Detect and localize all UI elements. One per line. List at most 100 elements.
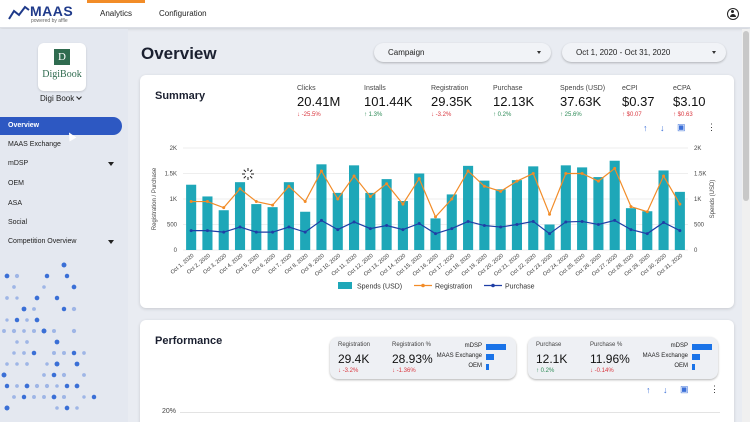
purchase-point xyxy=(222,230,226,234)
more-options-icon[interactable]: ⋮ xyxy=(710,384,719,394)
summary-card: Summary Clicks 20.41M ↓ -25.5% Installs … xyxy=(140,75,734,308)
campaign-dropdown[interactable]: Campaign xyxy=(374,43,551,62)
sort-descending-icon[interactable]: ↓ xyxy=(660,123,665,133)
panel-change-a-value: 0.2% xyxy=(540,368,555,374)
brand-selector[interactable]: Digi Book xyxy=(40,94,83,103)
sidebar-item-maas-exchange[interactable]: MAAS Exchange xyxy=(0,136,122,154)
legend-swatch xyxy=(338,282,352,289)
tab-configuration[interactable]: Configuration xyxy=(159,9,207,18)
purchase-point xyxy=(645,232,649,236)
metric-spends: Spends (USD) 37.63K ↑ 25.6% xyxy=(560,85,605,118)
metric-change-value: 1.3% xyxy=(368,112,383,118)
registration-point xyxy=(287,184,291,188)
decorative-dot xyxy=(54,339,60,345)
decorative-dot xyxy=(5,318,9,322)
date-range-dropdown[interactable]: Oct 1, 2020 - Oct 31, 2020 xyxy=(562,43,726,62)
spends-bar xyxy=(332,192,343,250)
registration-point xyxy=(515,179,519,183)
purchase-point xyxy=(271,230,275,234)
legend-swatch-dot xyxy=(491,283,495,288)
summary-title: Summary xyxy=(155,90,206,102)
scrollbar-thumb[interactable] xyxy=(743,31,749,201)
spends-bar xyxy=(365,192,376,250)
purchase-point xyxy=(336,228,340,232)
registration-point xyxy=(613,166,617,170)
metric-ecpi: eCPI $0.37 ↑ $0.07 xyxy=(622,85,655,118)
panel-value-a: 12.1K xyxy=(536,352,568,366)
bar-label: mDSP xyxy=(670,343,688,349)
decorative-dot xyxy=(1,372,7,378)
y-right-tick-label: 1K xyxy=(694,197,701,203)
spends-bar xyxy=(186,184,197,250)
spends-bar xyxy=(446,194,457,250)
legend-label: Spends (USD) xyxy=(357,284,402,291)
purchase-point xyxy=(254,230,258,234)
registration-point xyxy=(205,200,209,204)
decorative-dot xyxy=(11,328,17,334)
sidebar-item-overview[interactable]: Overview xyxy=(0,117,122,135)
chart-export-icon[interactable]: ▣ xyxy=(677,122,686,132)
metric-value: 37.63K xyxy=(560,94,602,109)
account-icon[interactable] xyxy=(727,8,739,20)
registration-point xyxy=(450,197,454,201)
spends-bar xyxy=(593,177,604,250)
brand-selector-label: Digi Book xyxy=(40,94,75,103)
sidebar-item-oem[interactable]: OEM xyxy=(0,175,122,193)
chart-export-icon[interactable]: ▣ xyxy=(680,384,689,394)
decorative-dot xyxy=(51,328,57,334)
sidebar-item-competition-overview[interactable]: Competition Overview xyxy=(0,233,122,251)
performance-card: Performance Registration 29.4K ↓ -3.2% R… xyxy=(140,320,734,422)
registration-point xyxy=(352,174,356,178)
decorative-dot xyxy=(21,306,27,312)
registration-point xyxy=(222,206,226,210)
decorative-dot xyxy=(12,395,16,399)
metric-change: ↑ 1.3% xyxy=(364,112,383,118)
spends-bar xyxy=(642,211,653,250)
decorative-dot xyxy=(15,296,19,300)
purchase-point xyxy=(580,219,584,223)
spends-bar xyxy=(316,164,327,250)
decorative-dot xyxy=(42,373,46,377)
spends-bar xyxy=(577,167,588,250)
loading-spinner-icon xyxy=(243,175,247,179)
purchase-point xyxy=(678,229,682,233)
y-right-tick-label: 2K xyxy=(694,146,701,152)
logo-chart-icon xyxy=(8,5,30,20)
decorative-dot xyxy=(51,372,57,378)
registration-point xyxy=(482,184,486,188)
sort-ascending-icon[interactable]: ↑ xyxy=(643,123,648,133)
sidebar-item-mdsp[interactable]: mDSP xyxy=(0,155,122,173)
scrollbar[interactable] xyxy=(742,29,750,422)
decorative-dot xyxy=(74,383,80,389)
bar-label: MAAS Exchange xyxy=(436,353,482,359)
loading-spinner-icon xyxy=(243,169,247,173)
spends-bar xyxy=(479,180,490,250)
caret-down-icon xyxy=(712,51,716,54)
spends-bar xyxy=(251,204,262,250)
more-options-icon[interactable]: ⋮ xyxy=(707,122,716,132)
decorative-dot xyxy=(14,317,20,323)
caret-down-icon xyxy=(108,240,114,244)
legend-label: Registration xyxy=(435,284,472,291)
maas-logo[interactable]: MAAS powered by affle xyxy=(8,3,78,25)
bar-label: OEM xyxy=(674,363,688,369)
date-range-label: Oct 1, 2020 - Oct 31, 2020 xyxy=(576,48,671,57)
decorative-dot xyxy=(51,350,57,356)
sort-descending-icon[interactable]: ↓ xyxy=(663,385,668,395)
registration-point xyxy=(434,215,437,219)
decorative-dot xyxy=(61,262,67,268)
tab-analytics[interactable]: Analytics xyxy=(100,9,133,18)
metric-change-value: 25.6% xyxy=(564,112,582,118)
y-left-tick-label: 1K xyxy=(170,197,177,203)
sort-ascending-icon[interactable]: ↑ xyxy=(646,385,651,395)
spends-bar xyxy=(283,182,294,250)
sidebar-item-asa[interactable]: ASA xyxy=(0,195,122,213)
panel-change-b: ↓ -1.36% xyxy=(392,368,416,374)
sidebar-item-label: OEM xyxy=(8,180,24,187)
metric-clicks: Clicks 20.41M ↓ -25.5% xyxy=(297,85,340,118)
channel-bar xyxy=(692,354,700,360)
panel-change-b-value: -1.36% xyxy=(396,368,416,374)
sidebar-item-social[interactable]: Social xyxy=(0,214,122,232)
registration-point xyxy=(531,172,535,175)
spends-bar xyxy=(414,173,425,250)
